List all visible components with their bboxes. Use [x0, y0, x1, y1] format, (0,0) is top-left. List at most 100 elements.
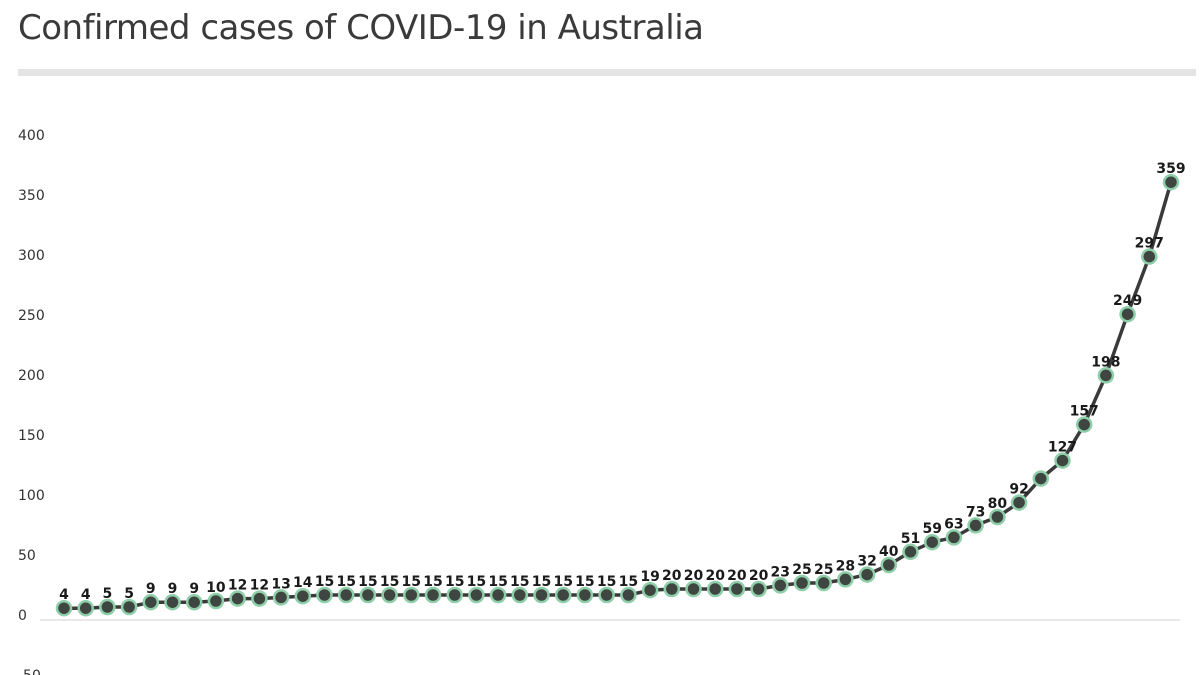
- data-point: [620, 586, 637, 604]
- data-point: [294, 587, 312, 605]
- data-point: [685, 580, 702, 598]
- data-label: 19: [640, 569, 659, 585]
- data-point: [1162, 173, 1180, 191]
- data-point: [750, 580, 767, 598]
- data-point: [1119, 305, 1136, 323]
- data-label: 92: [1009, 482, 1028, 498]
- data-label: 28: [836, 558, 855, 574]
- data-point: [403, 586, 420, 604]
- data-label: 127: [1048, 440, 1077, 456]
- y-tick-label: 200: [18, 368, 45, 384]
- data-point: [337, 586, 355, 604]
- data-labels: 4 4 5 5 9 9 9 10 12 12 13 14 15 15 15 15 15 15 15 15 15 15 15 1…: [59, 161, 1185, 603]
- series-line: [62, 180, 1173, 610]
- data-point: [945, 529, 963, 546]
- data-point: [728, 580, 746, 598]
- data-point: [251, 590, 268, 607]
- data-point: [641, 581, 659, 599]
- data-point: [554, 586, 572, 604]
- data-point: [446, 586, 463, 604]
- data-point: [1141, 248, 1158, 265]
- y-tick-label: 100: [18, 488, 45, 504]
- data-label: 32: [857, 554, 876, 570]
- data-point: [316, 586, 333, 604]
- data-point: [880, 556, 898, 574]
- data-point: [989, 508, 1006, 526]
- data-label: 15: [597, 574, 616, 590]
- data-point: [793, 574, 811, 592]
- y-tick-label: 150: [18, 428, 45, 444]
- y-tick-label: 0: [18, 608, 27, 624]
- data-label: 20: [727, 568, 747, 584]
- data-label: 15: [467, 574, 486, 590]
- data-point: [598, 586, 615, 604]
- data-point: [164, 593, 181, 611]
- data-point: [359, 586, 377, 604]
- data-label: 10: [206, 580, 226, 596]
- data-label: 12: [250, 578, 269, 594]
- data-point: [533, 586, 550, 604]
- data-label: 14: [293, 575, 313, 591]
- y-tick-label: 250: [18, 308, 45, 324]
- data-point: [77, 599, 94, 617]
- data-point: [1075, 416, 1093, 433]
- data-point: [142, 593, 160, 611]
- data-point: [229, 590, 246, 607]
- data-point: [272, 589, 290, 606]
- data-label: 157: [1070, 404, 1099, 420]
- chart-title: Confirmed cases of COVID-19 in Australia: [18, 8, 704, 48]
- y-tick-label: 350: [18, 188, 45, 204]
- data-point: [967, 517, 984, 534]
- data-label: 9: [146, 581, 156, 597]
- data-markers: [55, 173, 1180, 617]
- data-point: [207, 592, 225, 610]
- data-label: 9: [168, 581, 178, 597]
- data-label: 297: [1135, 236, 1164, 252]
- data-point: [772, 577, 789, 594]
- data-point: [663, 580, 681, 598]
- data-point: [923, 533, 941, 551]
- data-label: 20: [662, 568, 682, 584]
- data-point: [1010, 494, 1028, 511]
- data-point: [424, 586, 442, 604]
- data-point: [837, 571, 854, 588]
- data-label: 59: [922, 521, 941, 537]
- data-label: 23: [771, 564, 790, 580]
- data-label: 5: [103, 586, 113, 602]
- data-point: [381, 586, 398, 604]
- data-label: 51: [901, 531, 920, 547]
- data-point: [55, 599, 73, 617]
- data-label: 15: [532, 574, 551, 590]
- data-label: 15: [423, 574, 442, 590]
- data-label: 63: [944, 516, 963, 532]
- data-point: [1097, 367, 1115, 384]
- y-axis: -50 0 50 100 150 200 250 300 350 400: [18, 128, 45, 675]
- data-point: [120, 598, 138, 616]
- y-tick-label: 300: [18, 248, 45, 264]
- data-label: 73: [966, 504, 985, 520]
- data-label: 20: [705, 568, 725, 584]
- series-cases: [62, 180, 1173, 610]
- data-label: 15: [380, 574, 399, 590]
- data-label: 15: [575, 574, 594, 590]
- data-label: 359: [1156, 161, 1185, 177]
- data-label: 13: [271, 576, 290, 592]
- data-point: [489, 586, 507, 604]
- data-label: 15: [488, 574, 507, 590]
- data-label: 20: [749, 568, 769, 584]
- data-label: 4: [81, 587, 91, 603]
- data-label: 15: [553, 574, 572, 590]
- data-point: [1032, 470, 1050, 487]
- data-label: 4: [59, 587, 69, 603]
- data-label: 15: [510, 574, 529, 590]
- data-point: [185, 593, 203, 611]
- data-label: 12: [228, 578, 247, 594]
- data-point: [1054, 452, 1071, 469]
- data-label: 15: [358, 574, 377, 590]
- data-label: 15: [445, 574, 464, 590]
- data-point: [706, 580, 724, 598]
- data-label: 15: [336, 574, 355, 590]
- data-label: 20: [684, 568, 704, 584]
- y-tick-label: -50: [18, 668, 41, 675]
- data-label: 198: [1091, 354, 1120, 370]
